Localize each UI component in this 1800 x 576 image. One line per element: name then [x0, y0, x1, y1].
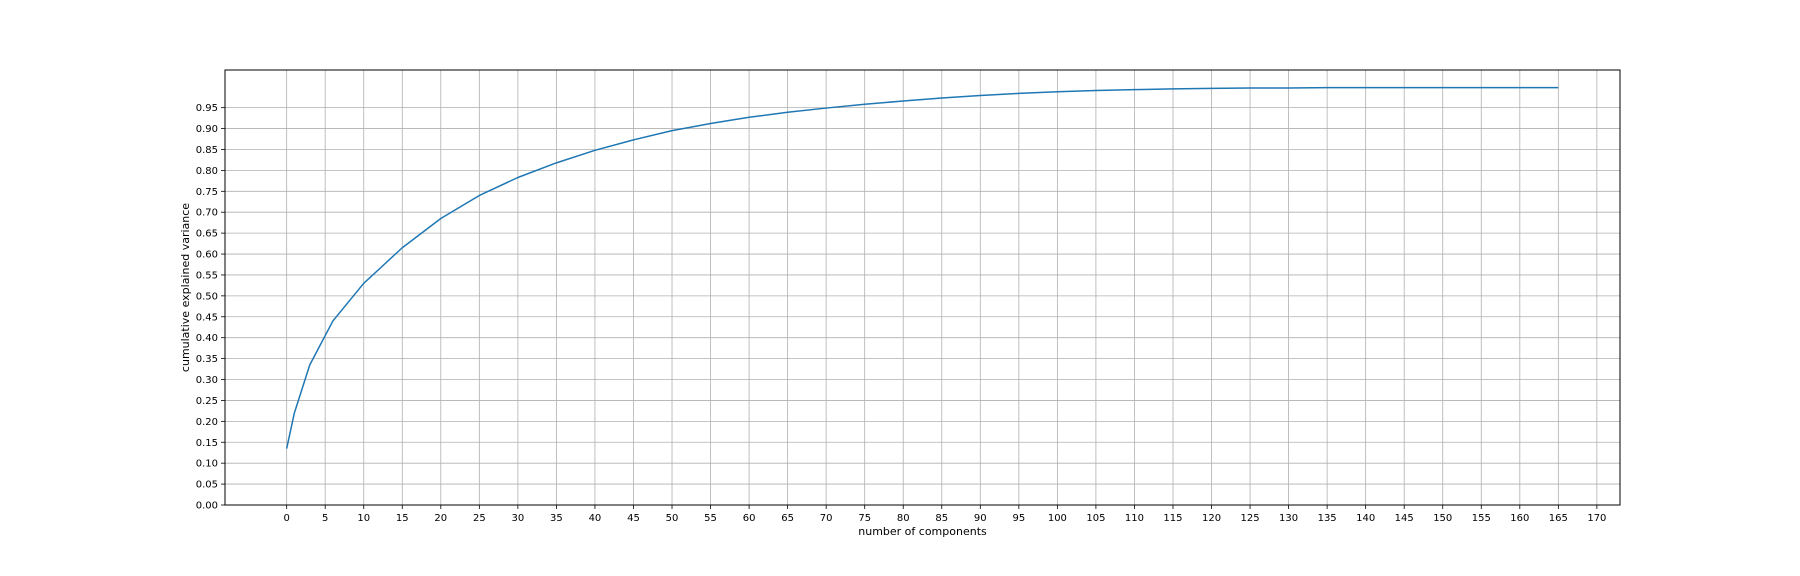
- x-tick-label: 90: [974, 513, 987, 524]
- x-tick-label: 105: [1086, 513, 1105, 524]
- x-tick-label: 165: [1549, 513, 1568, 524]
- x-tick-label: 25: [473, 513, 486, 524]
- x-axis-ticks: 0 5 10 15 20 25 30 35 40 45 50 55 60 65 70 75 80 85 90 95 10…: [283, 505, 1606, 524]
- y-tick-label: 0.90: [196, 124, 218, 135]
- plot-area-frame: [224, 69, 1621, 506]
- y-tick-label: 0.65: [196, 229, 218, 240]
- x-tick-label: 70: [820, 513, 833, 524]
- x-tick-label: 160: [1510, 513, 1529, 524]
- x-tick-label: 75: [858, 513, 871, 524]
- x-tick-label: 80: [897, 513, 910, 524]
- y-tick-label: 0.95: [196, 103, 218, 114]
- x-tick-label: 45: [627, 513, 640, 524]
- y-axis-label: cumulative explained variance: [179, 203, 192, 372]
- y-tick-label: 0.70: [196, 208, 218, 219]
- x-tick-label: 50: [666, 513, 679, 524]
- x-tick-label: 35: [550, 513, 563, 524]
- y-tick-label: 0.60: [196, 250, 218, 261]
- y-tick-label: 0.85: [196, 145, 218, 156]
- y-tick-label: 0.30: [196, 375, 218, 386]
- x-tick-label: 170: [1587, 513, 1606, 524]
- y-tick-label: 0.75: [196, 187, 218, 198]
- x-tick-label: 10: [357, 513, 370, 524]
- x-tick-label: 130: [1279, 513, 1298, 524]
- x-tick-label: 115: [1163, 513, 1182, 524]
- y-tick-label: 0.45: [196, 312, 218, 323]
- y-axis-ticks: 0.00 0.05 0.10 0.15 0.20 0.25 0.30 0.35 0.40 0.45…: [196, 103, 225, 512]
- x-tick-label: 65: [781, 513, 794, 524]
- y-tick-label: 0.40: [196, 333, 218, 344]
- x-tick-label: 20: [434, 513, 447, 524]
- x-tick-label: 110: [1125, 513, 1144, 524]
- x-tick-label: 0: [283, 513, 289, 524]
- x-tick-label: 135: [1318, 513, 1337, 524]
- x-axis-label: number of components: [858, 525, 987, 538]
- y-tick-label: 0.80: [196, 166, 218, 177]
- x-tick-label: 30: [512, 513, 525, 524]
- y-tick-label: 0.15: [196, 438, 218, 449]
- x-tick-label: 15: [396, 513, 409, 524]
- y-tick-label: 0.05: [196, 480, 218, 491]
- grid-lines: [225, 70, 1620, 506]
- x-tick-label: 155: [1472, 513, 1491, 524]
- x-tick-label: 95: [1012, 513, 1025, 524]
- y-tick-label: 0.00: [196, 501, 218, 512]
- x-tick-label: 40: [589, 513, 602, 524]
- x-tick-label: 60: [743, 513, 756, 524]
- series-line: [285, 86, 1559, 449]
- x-tick-label: 85: [935, 513, 948, 524]
- y-tick-label: 0.50: [196, 291, 218, 302]
- x-tick-label: 140: [1356, 513, 1375, 524]
- x-tick-label: 145: [1395, 513, 1414, 524]
- x-tick-label: 150: [1433, 513, 1452, 524]
- x-tick-label: 120: [1202, 513, 1221, 524]
- x-tick-label: 55: [704, 513, 717, 524]
- y-tick-label: 0.35: [196, 354, 218, 365]
- y-tick-label: 0.10: [196, 459, 218, 470]
- x-tick-label: 100: [1048, 513, 1067, 524]
- x-tick-label: 125: [1241, 513, 1260, 524]
- plot-series: [285, 86, 1559, 449]
- y-tick-label: 0.20: [196, 417, 218, 428]
- y-tick-label: 0.55: [196, 270, 218, 281]
- x-tick-label: 5: [322, 513, 328, 524]
- y-tick-label: 0.25: [196, 396, 218, 407]
